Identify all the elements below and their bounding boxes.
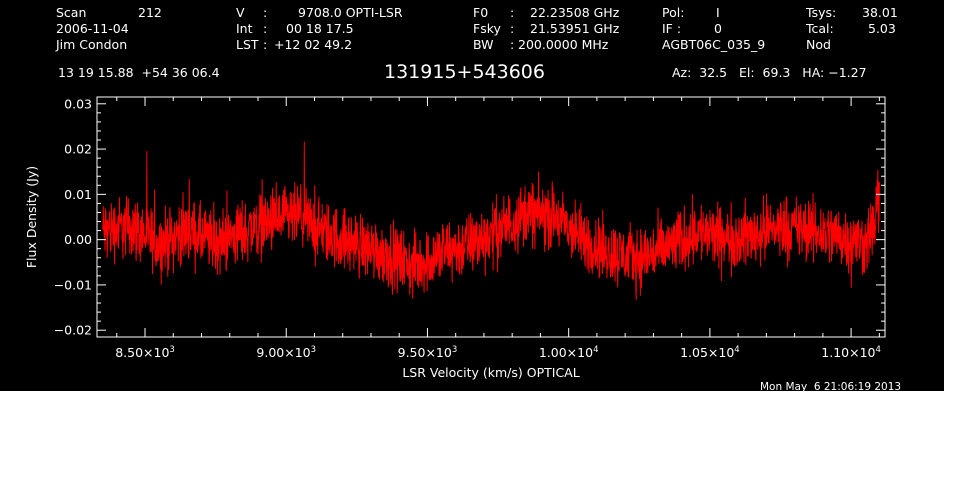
pol-value: I	[716, 5, 720, 20]
x-tick-label: 9.50×103	[398, 345, 458, 360]
fsky-value: 21.53951 GHz	[530, 21, 620, 36]
ra-dec-coords: 13 19 15.88 +54 36 06.4	[58, 65, 220, 80]
int-value: 00 18 17.5	[286, 21, 354, 36]
lst-value: +12 02 49.2	[274, 37, 353, 52]
x-tick-labels: 8.50×103 9.00×103 9.50×103 1.00×104 1.05×104…	[115, 345, 881, 360]
tcal-label: Tcal:	[806, 21, 834, 36]
y-tick-label: −0.02	[54, 323, 92, 338]
velocity-colon: :	[263, 5, 268, 20]
observer-name: Jim Condon	[56, 37, 128, 52]
series-line	[102, 141, 880, 300]
y-tick-label: −0.01	[54, 277, 92, 292]
scan-value: 212	[138, 5, 162, 20]
x-axis-label: LSR Velocity (km/s) OPTICAL	[402, 365, 579, 380]
x-tick-label: 1.00×104	[539, 345, 599, 360]
velocity-value: 9708.0 OPTI-LSR	[298, 5, 403, 20]
spectrum-chart: 8.50×103 9.00×103 9.50×103 1.00×104 1.05×104…	[24, 96, 886, 380]
tsys-label: Tsys:	[806, 5, 837, 20]
y-axis-label: Flux Density (Jy)	[24, 166, 39, 268]
obs-date: 2006-11-04	[56, 21, 129, 36]
x-tick-label: 1.05×104	[680, 345, 740, 360]
lst-label: LST	[236, 37, 259, 52]
int-colon: :	[263, 21, 268, 36]
x-tick-label: 1.10×104	[821, 345, 881, 360]
tsys-value: 38.01	[862, 5, 898, 20]
fsky-label: Fsky	[473, 21, 501, 36]
bw-colon: :	[510, 37, 515, 52]
f0-colon: :	[510, 5, 515, 20]
if-label: IF :	[662, 21, 682, 36]
y-tick-label: 0.00	[64, 232, 92, 247]
bw-label: BW	[473, 37, 494, 52]
velocity-label: V	[236, 5, 245, 20]
lst-colon: :	[263, 37, 268, 52]
int-label: Int	[236, 21, 253, 36]
axis-ticks	[97, 97, 885, 337]
y-tick-label: 0.01	[64, 187, 92, 202]
tcal-value: 5.03	[868, 21, 896, 36]
pol-label: Pol:	[662, 5, 685, 20]
source-name: 131915+543606	[384, 61, 545, 83]
az-el-ha: Az: 32.5 El: 69.3 HA: −1.27	[672, 65, 867, 80]
plot-frame	[96, 96, 886, 338]
plot-panel	[0, 0, 944, 391]
y-tick-label: 0.02	[64, 142, 92, 157]
bw-value: 200.0000 MHz	[518, 37, 609, 52]
fsky-colon: :	[510, 21, 515, 36]
y-tick-labels: 0.03 0.02 0.01 0.00 −0.01 −0.02	[54, 96, 92, 337]
obs-mode: Nod	[806, 37, 831, 52]
x-tick-label: 9.00×103	[256, 345, 316, 360]
project-id: AGBT06C_035_9	[662, 37, 766, 52]
if-value: 0	[714, 21, 722, 36]
plot-timestamp: Mon May 6 21:06:19 2013	[760, 381, 902, 393]
x-tick-label: 8.50×103	[115, 345, 175, 360]
f0-label: F0	[473, 5, 489, 20]
f0-value: 22.23508 GHz	[530, 5, 620, 20]
scan-label: Scan	[56, 5, 87, 20]
y-tick-label: 0.03	[64, 96, 92, 111]
